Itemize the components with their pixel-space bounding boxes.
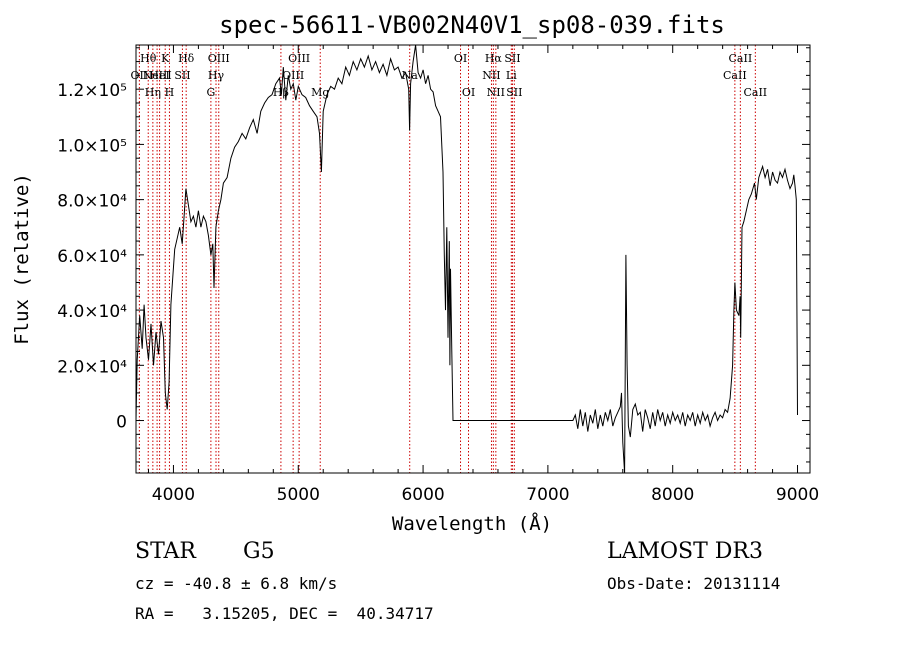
- y-tick-label: 4.0×10⁴: [57, 302, 127, 322]
- y-tick-label: 1.2×10⁵: [57, 81, 127, 101]
- spectral-line-label: Hη: [145, 86, 161, 99]
- spectral-line-label: K: [161, 52, 170, 65]
- spectral-line-label: OIII: [288, 52, 310, 65]
- spectral-line-label: SII: [174, 69, 190, 82]
- spectral-line-label: NeIII: [143, 69, 172, 82]
- spectral-line-label: OIII: [282, 69, 304, 82]
- redshift-velocity: cz = -40.8 ± 6.8 km/s: [135, 574, 338, 593]
- chart-title: spec-56611-VB002N40V1_sp08-039.fits: [219, 11, 725, 39]
- spectral-line-label: H: [165, 86, 175, 99]
- spectral-line-label: CaII: [729, 52, 753, 65]
- x-axis: 4000 5000 6000 7000 8000 9000: [147, 45, 819, 505]
- object-subclass: G5: [243, 539, 275, 564]
- spectral-line-label: SII: [506, 86, 522, 99]
- x-tick-label: 7000: [526, 485, 569, 505]
- spectral-line-label: Li: [506, 69, 517, 82]
- x-tick-label: 4000: [152, 485, 195, 505]
- x-tick-label: 8000: [651, 485, 694, 505]
- x-axis-label: Wavelength (Å): [392, 512, 552, 535]
- y-tick-label: 0: [116, 413, 127, 433]
- spectral-line-label: OI: [462, 86, 475, 99]
- spectrum-line: [135, 44, 798, 474]
- spectral-line-label: OI: [454, 52, 467, 65]
- sky-coordinates: RA = 3.15205, DEC = 40.34717: [135, 604, 434, 623]
- spectral-line-label: Mg: [311, 86, 329, 99]
- spectral-line-label: HeI: [149, 69, 169, 82]
- spectral-line-label: NII: [487, 86, 505, 99]
- spectral-line-label: Hδ: [178, 52, 195, 65]
- y-tick-label: 8.0×10⁴: [57, 192, 127, 212]
- plot-frame: [135, 44, 811, 474]
- spectral-line-labels: OIIHθHηNeIIIHeIKHHδSIIGHγOIIIHβOIIIOIIIM…: [131, 52, 768, 99]
- spectral-line-label: SII: [504, 52, 520, 65]
- spectral-line-label: Hθ: [140, 52, 157, 65]
- y-tick-label: 2.0×10⁴: [57, 357, 127, 377]
- y-axis: 0 2.0×10⁴ 4.0×10⁴ 6.0×10⁴ 8.0×10⁴ 1.0×10⁵ 1.2×…: [57, 47, 810, 463]
- spectral-line-label: Hγ: [208, 69, 225, 82]
- spectral-line-label: CaII: [743, 86, 767, 99]
- survey-name: LAMOST DR3: [607, 539, 763, 564]
- object-class: STAR: [135, 539, 196, 564]
- spectral-line-label: NII: [482, 69, 500, 82]
- y-tick-label: 1.0×10⁵: [57, 136, 127, 156]
- spectral-line-label: OIII: [208, 52, 230, 65]
- x-tick-label: 9000: [776, 485, 819, 505]
- spectral-line-label: G: [206, 86, 215, 99]
- x-tick-label: 5000: [277, 485, 320, 505]
- y-axis-label: Flux (relative): [11, 173, 33, 345]
- spectral-line-label: Hα: [485, 52, 503, 65]
- x-tick-label: 6000: [401, 485, 444, 505]
- y-tick-label: 6.0×10⁴: [57, 247, 127, 267]
- observation-date: Obs-Date: 20131114: [607, 574, 781, 593]
- spectral-line-label: CaII: [723, 69, 747, 82]
